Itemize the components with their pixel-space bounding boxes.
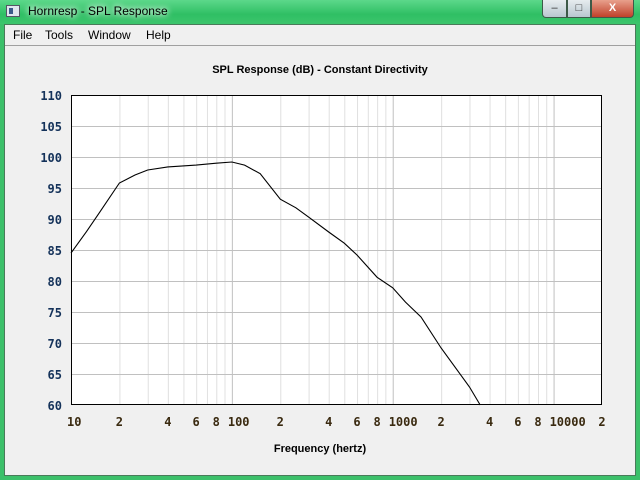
menu-bar: File Tools Window Help — [5, 25, 635, 46]
y-tick-label: 110 — [40, 89, 62, 103]
x-tick-label: 4 — [164, 415, 171, 429]
x-tick-label: 4 — [486, 415, 493, 429]
menu-window[interactable]: Window — [88, 28, 131, 42]
window-title: Hornresp - SPL Response — [28, 4, 168, 18]
x-tick-label: 1000 — [389, 415, 418, 429]
spl-response-line — [70, 161, 481, 406]
x-tick-label: 6 — [514, 415, 521, 429]
x-tick-label: 2 — [598, 415, 605, 429]
plot-border — [71, 95, 602, 405]
y-tick-label: 105 — [40, 120, 62, 134]
menu-tools[interactable]: Tools — [45, 28, 74, 42]
menu-help[interactable]: Help — [146, 28, 171, 42]
x-tick-label: 2 — [438, 415, 445, 429]
x-tick-label: 8 — [534, 415, 541, 429]
x-tick-label: 100 — [228, 415, 250, 429]
y-tick-label: 85 — [48, 244, 62, 258]
x-tick-label: 2 — [116, 415, 123, 429]
y-tick-label: 75 — [48, 306, 62, 320]
y-tick-label: 90 — [48, 213, 62, 227]
y-tick-label: 80 — [48, 275, 62, 289]
x-tick-label: 8 — [213, 415, 220, 429]
title-bar[interactable]: Hornresp - SPL Response – □ X — [0, 0, 640, 24]
x-tick-label: 8 — [374, 415, 381, 429]
x-tick-label: 10000 — [550, 415, 586, 429]
x-axis-label: Frequency (hertz) — [273, 443, 367, 455]
minimize-button[interactable]: – — [542, 0, 567, 18]
x-tick-label: 6 — [353, 415, 360, 429]
y-tick-label: 60 — [48, 399, 62, 413]
maximize-button[interactable]: □ — [567, 0, 591, 18]
x-tick-label: 10 — [67, 415, 81, 429]
close-button[interactable]: X — [591, 0, 634, 18]
x-tick-label: 6 — [193, 415, 200, 429]
y-tick-label: 100 — [40, 151, 62, 165]
y-tick-label: 95 — [48, 182, 62, 196]
app-icon[interactable] — [6, 5, 20, 17]
x-tick-label: 2 — [277, 415, 284, 429]
x-tick-label: 4 — [325, 415, 332, 429]
chart-title: SPL Response (dB) - Constant Directivity — [212, 64, 428, 76]
menu-file[interactable]: File — [13, 28, 33, 42]
y-tick-label: 70 — [48, 337, 62, 351]
y-tick-label: 65 — [48, 368, 62, 382]
